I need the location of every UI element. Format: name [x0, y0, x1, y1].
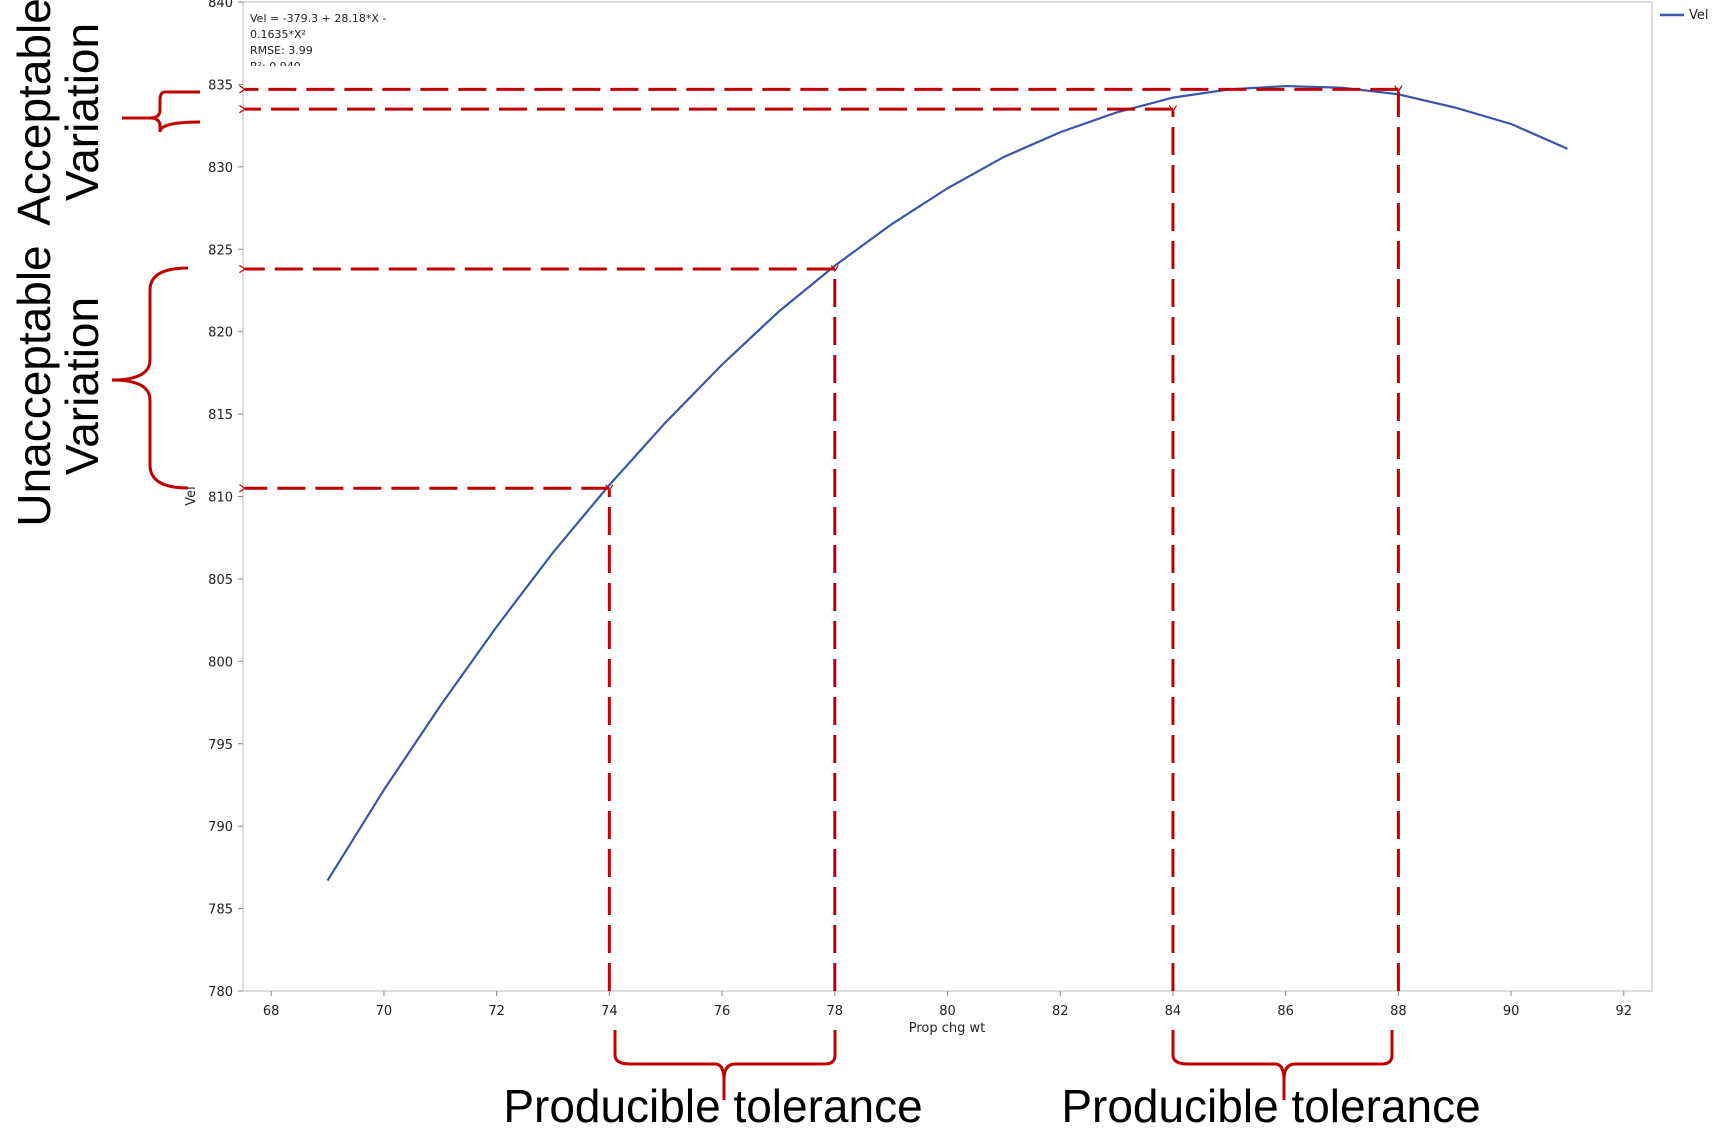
acceptable-label: Acceptable Variation: [8, 0, 108, 226]
y-tick-label: 820: [208, 326, 233, 341]
fit-box: Vel = -379.3 + 28.18*X - 0.1635*X² RMSE: 3…: [250, 12, 386, 73]
x-tick-label: 92: [1616, 1004, 1633, 1019]
brace-acceptable: [122, 90, 201, 133]
label-line: Variation: [56, 23, 108, 201]
y-tick-label: 815: [208, 408, 233, 423]
fit-line: R²: 0.940: [250, 60, 301, 73]
series-line: [326, 84, 1568, 882]
y-tick-label: 790: [208, 820, 233, 835]
brace-tolerance-left: [613, 1030, 837, 1100]
y-tick-label: 795: [208, 738, 233, 753]
x-tick-label: 88: [1390, 1004, 1407, 1019]
x-tick-label: 80: [939, 1004, 956, 1019]
brace-tolerance-right: [1171, 1030, 1394, 1100]
unacceptable-label: Unacceptable Variation: [8, 245, 108, 526]
x-tick-label: 86: [1277, 1004, 1294, 1019]
x-tick-label: 70: [376, 1004, 393, 1019]
y-axis-label: Vel: [184, 486, 199, 506]
x-tick-label: 90: [1503, 1004, 1520, 1019]
y-tick-label: 805: [208, 573, 233, 588]
brace-unacceptable: [111, 266, 189, 490]
y-tick-label: 830: [208, 161, 233, 176]
y-tick-label: 785: [208, 903, 233, 918]
y-tick-label: 840: [208, 0, 233, 11]
plot-frame: [242, 1, 1653, 992]
label-line: Variation: [56, 297, 108, 475]
legend-label: Vel: [1689, 8, 1709, 23]
label-line: Acceptable: [8, 0, 60, 226]
x-tick-label: 76: [714, 1004, 731, 1019]
tolerance-label: Producible tolerance: [503, 1080, 922, 1129]
y-tick-label: 780: [208, 985, 233, 1000]
x-axis-label: Prop chg wt: [909, 1021, 986, 1036]
x-tick-label: 68: [263, 1004, 280, 1019]
y-tick-label: 810: [208, 491, 233, 506]
x-tick-label: 82: [1052, 1004, 1069, 1019]
x-tick-label: 84: [1165, 1004, 1182, 1019]
fit-line: RMSE: 3.99: [250, 44, 313, 57]
x-tick-label: 78: [827, 1004, 844, 1019]
y-tick-label: 800: [208, 655, 233, 670]
y-tick-label: 835: [208, 78, 233, 93]
fit-line: Vel = -379.3 + 28.18*X -: [250, 12, 386, 25]
x-tick-label: 74: [601, 1004, 618, 1019]
y-tick-label: 825: [208, 243, 233, 258]
fit-line: 0.1635*X²: [250, 28, 306, 41]
tolerance-label: Producible tolerance: [1061, 1080, 1480, 1129]
label-line: Unacceptable: [8, 245, 60, 526]
x-tick-label: 72: [488, 1004, 505, 1019]
